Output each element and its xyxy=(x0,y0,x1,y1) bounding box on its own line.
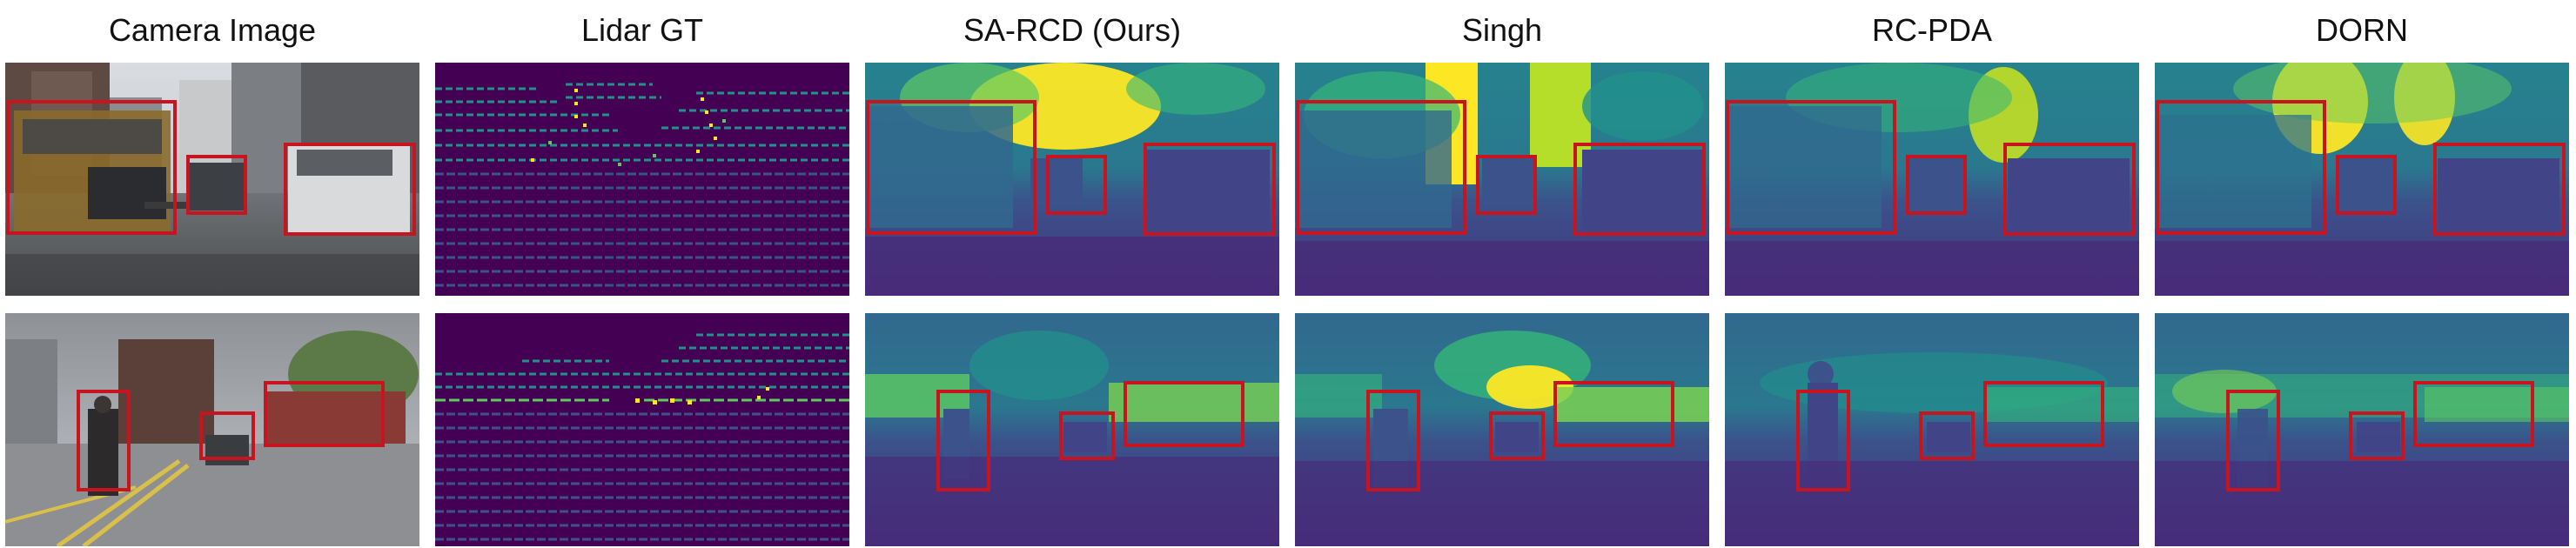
bbox-pedestrian xyxy=(1366,390,1420,491)
bbox-suv xyxy=(2433,143,2566,236)
bbox-suv xyxy=(1144,143,1276,236)
bbox-pedestrian xyxy=(2226,390,2280,491)
bbox-bus xyxy=(1296,100,1466,235)
camera-image-row2 xyxy=(5,313,419,546)
column-title-sarcd: SA-RCD (Ours) xyxy=(963,12,1181,48)
depth-singh-row2 xyxy=(1295,313,1709,546)
camera-image-row1 xyxy=(5,63,419,296)
lidar-gt-row1 xyxy=(435,63,849,296)
bbox-pedestrian xyxy=(77,390,131,491)
bbox-car-center xyxy=(1476,155,1537,215)
bbox-suv xyxy=(284,143,416,236)
column-title-dorn: DORN xyxy=(2316,12,2408,48)
depth-rcpda-row2 xyxy=(1725,313,2139,546)
lidar-gt-row2 xyxy=(435,313,849,546)
bbox-car xyxy=(1919,411,1975,460)
depth-sarcd-row2 xyxy=(865,313,1279,546)
column-title-rcpda: RC-PDA xyxy=(1871,12,1992,48)
bbox-suv xyxy=(2003,143,2136,236)
bbox-pedestrian xyxy=(1796,390,1850,491)
bbox-car xyxy=(1059,411,1115,460)
bbox-bus xyxy=(2156,100,2326,235)
bbox-building xyxy=(1553,381,1674,447)
bbox-pedestrian xyxy=(936,390,990,491)
column-title-lidar: Lidar GT xyxy=(580,12,704,48)
depth-dorn-row2 xyxy=(2155,313,2569,546)
bbox-car-center xyxy=(186,155,247,215)
bbox-car xyxy=(1489,411,1545,460)
depth-dorn-row1 xyxy=(2155,63,2569,296)
depth-singh-row1 xyxy=(1295,63,1709,296)
bbox-bus xyxy=(1726,100,1896,235)
bbox-building xyxy=(2413,381,2534,447)
bbox-building xyxy=(264,381,385,447)
bbox-suv xyxy=(1573,143,1706,236)
bbox-car xyxy=(199,411,255,460)
depth-rcpda-row1 xyxy=(1725,63,2139,296)
column-title-camera: Camera Image xyxy=(108,12,317,48)
bbox-car-center xyxy=(1906,155,1967,215)
bbox-car xyxy=(2349,411,2405,460)
bbox-bus xyxy=(866,100,1036,235)
column-title-singh: Singh xyxy=(1461,12,1543,48)
bbox-car-center xyxy=(2336,155,2397,215)
bbox-bus xyxy=(6,100,177,235)
bbox-building xyxy=(1983,381,2104,447)
bbox-car-center xyxy=(1046,155,1107,215)
depth-sarcd-row1 xyxy=(865,63,1279,296)
bbox-building xyxy=(1124,381,1244,447)
